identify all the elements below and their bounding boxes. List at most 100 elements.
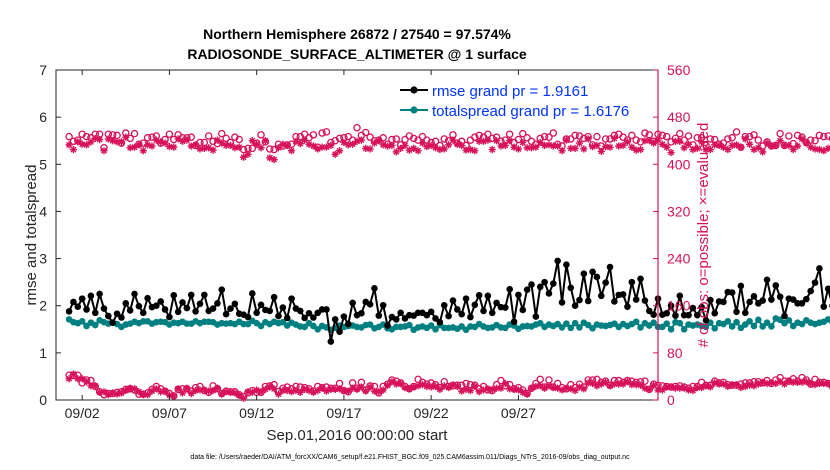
evaluated-marker	[170, 143, 178, 151]
chart-title-line2: RADIOSONDE_SURFACE_ALTIMETER @ 1 surface	[187, 46, 527, 62]
evaluated-stroke	[519, 139, 526, 146]
possible-marker	[87, 376, 95, 385]
evaluated-stroke	[244, 151, 251, 158]
possible-marker	[279, 142, 287, 150]
evaluated-marker	[693, 144, 701, 152]
possible-marker	[353, 384, 361, 392]
rmse-point	[100, 305, 108, 312]
possible-marker	[580, 134, 588, 143]
possible-marker	[519, 386, 527, 394]
possible-marker	[87, 134, 95, 142]
evaluated-stroke	[210, 147, 217, 154]
totalspread-point	[768, 323, 775, 330]
totalspread-point	[78, 317, 86, 325]
evaluated-stroke	[733, 141, 740, 148]
possible-marker	[122, 385, 130, 394]
possible-marker	[222, 134, 230, 143]
x-tick-label: 09/22	[414, 405, 449, 421]
possible-marker	[370, 136, 379, 145]
rmse-point	[737, 282, 745, 290]
possible-marker	[213, 139, 222, 148]
possible-marker	[754, 377, 763, 386]
possible-marker	[283, 141, 291, 149]
possible-marker	[724, 135, 732, 143]
rmse-point	[781, 312, 788, 320]
possible-marker	[344, 387, 353, 396]
possible-marker	[401, 135, 409, 144]
rmse-point	[576, 296, 583, 304]
possible-marker	[170, 135, 178, 144]
evaluated-stroke	[144, 141, 151, 148]
possible-marker	[811, 136, 819, 145]
possible-marker	[370, 382, 379, 391]
evaluated-stroke	[707, 384, 714, 391]
possible-marker	[763, 138, 771, 146]
rmse-point	[480, 307, 487, 315]
rmse-point	[672, 312, 679, 319]
possible-marker	[65, 371, 73, 379]
evaluated-marker	[746, 140, 754, 148]
evaluated-stroke	[746, 141, 753, 148]
evaluated-stroke	[567, 145, 574, 152]
possible-marker	[462, 141, 470, 150]
evaluated-marker	[645, 385, 653, 393]
x-tick-label: 09/17	[326, 405, 361, 421]
rmse-point	[109, 319, 117, 326]
rmse-point	[131, 290, 138, 298]
evaluated-stroke	[367, 145, 374, 152]
possible-marker	[828, 135, 830, 142]
rmse-point	[179, 299, 186, 306]
evaluated-marker	[65, 141, 73, 149]
rmse-point	[741, 309, 749, 317]
rmse-point	[550, 280, 557, 287]
rmse-point	[763, 276, 771, 284]
evaluated-marker	[514, 145, 523, 153]
possible-marker	[257, 131, 265, 139]
evaluated-marker	[663, 143, 671, 151]
evaluated-marker	[414, 147, 422, 155]
evaluated-stroke	[384, 143, 391, 150]
possible-marker	[645, 131, 654, 139]
rmse-point	[789, 296, 797, 303]
possible-marker	[610, 376, 619, 385]
possible-marker	[597, 142, 606, 150]
totalspread-point	[755, 316, 762, 324]
possible-marker	[379, 134, 387, 142]
possible-marker	[431, 137, 440, 146]
evaluated-marker	[471, 147, 479, 155]
totalspread-point	[733, 318, 740, 326]
evaluated-marker	[776, 137, 784, 145]
possible-marker	[183, 134, 191, 142]
possible-marker	[532, 379, 540, 388]
possible-marker	[174, 385, 182, 394]
possible-marker	[449, 131, 457, 139]
possible-marker	[492, 133, 501, 141]
possible-marker	[702, 381, 710, 390]
evaluated-stroke	[502, 380, 509, 387]
evaluated-stroke	[240, 395, 247, 402]
possible-marker	[623, 376, 632, 385]
possible-marker	[553, 140, 562, 148]
obs-possible-markers	[65, 124, 830, 154]
evaluated-stroke	[659, 141, 666, 148]
totalspread-point	[759, 323, 766, 330]
evaluated-stroke	[515, 145, 522, 152]
possible-marker	[196, 382, 204, 391]
evaluated-stroke	[201, 145, 208, 152]
possible-marker	[318, 129, 326, 137]
rmse-point	[702, 317, 710, 324]
chart-title-line1: Northern Hemisphere 26872 / 27540 = 97.5…	[203, 26, 511, 42]
y-tick-left-label: 1	[39, 345, 47, 361]
rmse-point	[70, 298, 77, 306]
possible-marker	[108, 389, 117, 398]
possible-marker	[514, 135, 523, 144]
possible-marker	[728, 381, 736, 390]
rmse-point	[371, 284, 378, 292]
possible-marker	[815, 131, 824, 140]
rmse-point	[83, 306, 90, 313]
rmse-point	[676, 292, 684, 300]
totalspread-point	[667, 325, 675, 333]
possible-marker	[440, 135, 448, 143]
possible-marker	[706, 381, 715, 390]
totalspread-point	[637, 324, 644, 331]
